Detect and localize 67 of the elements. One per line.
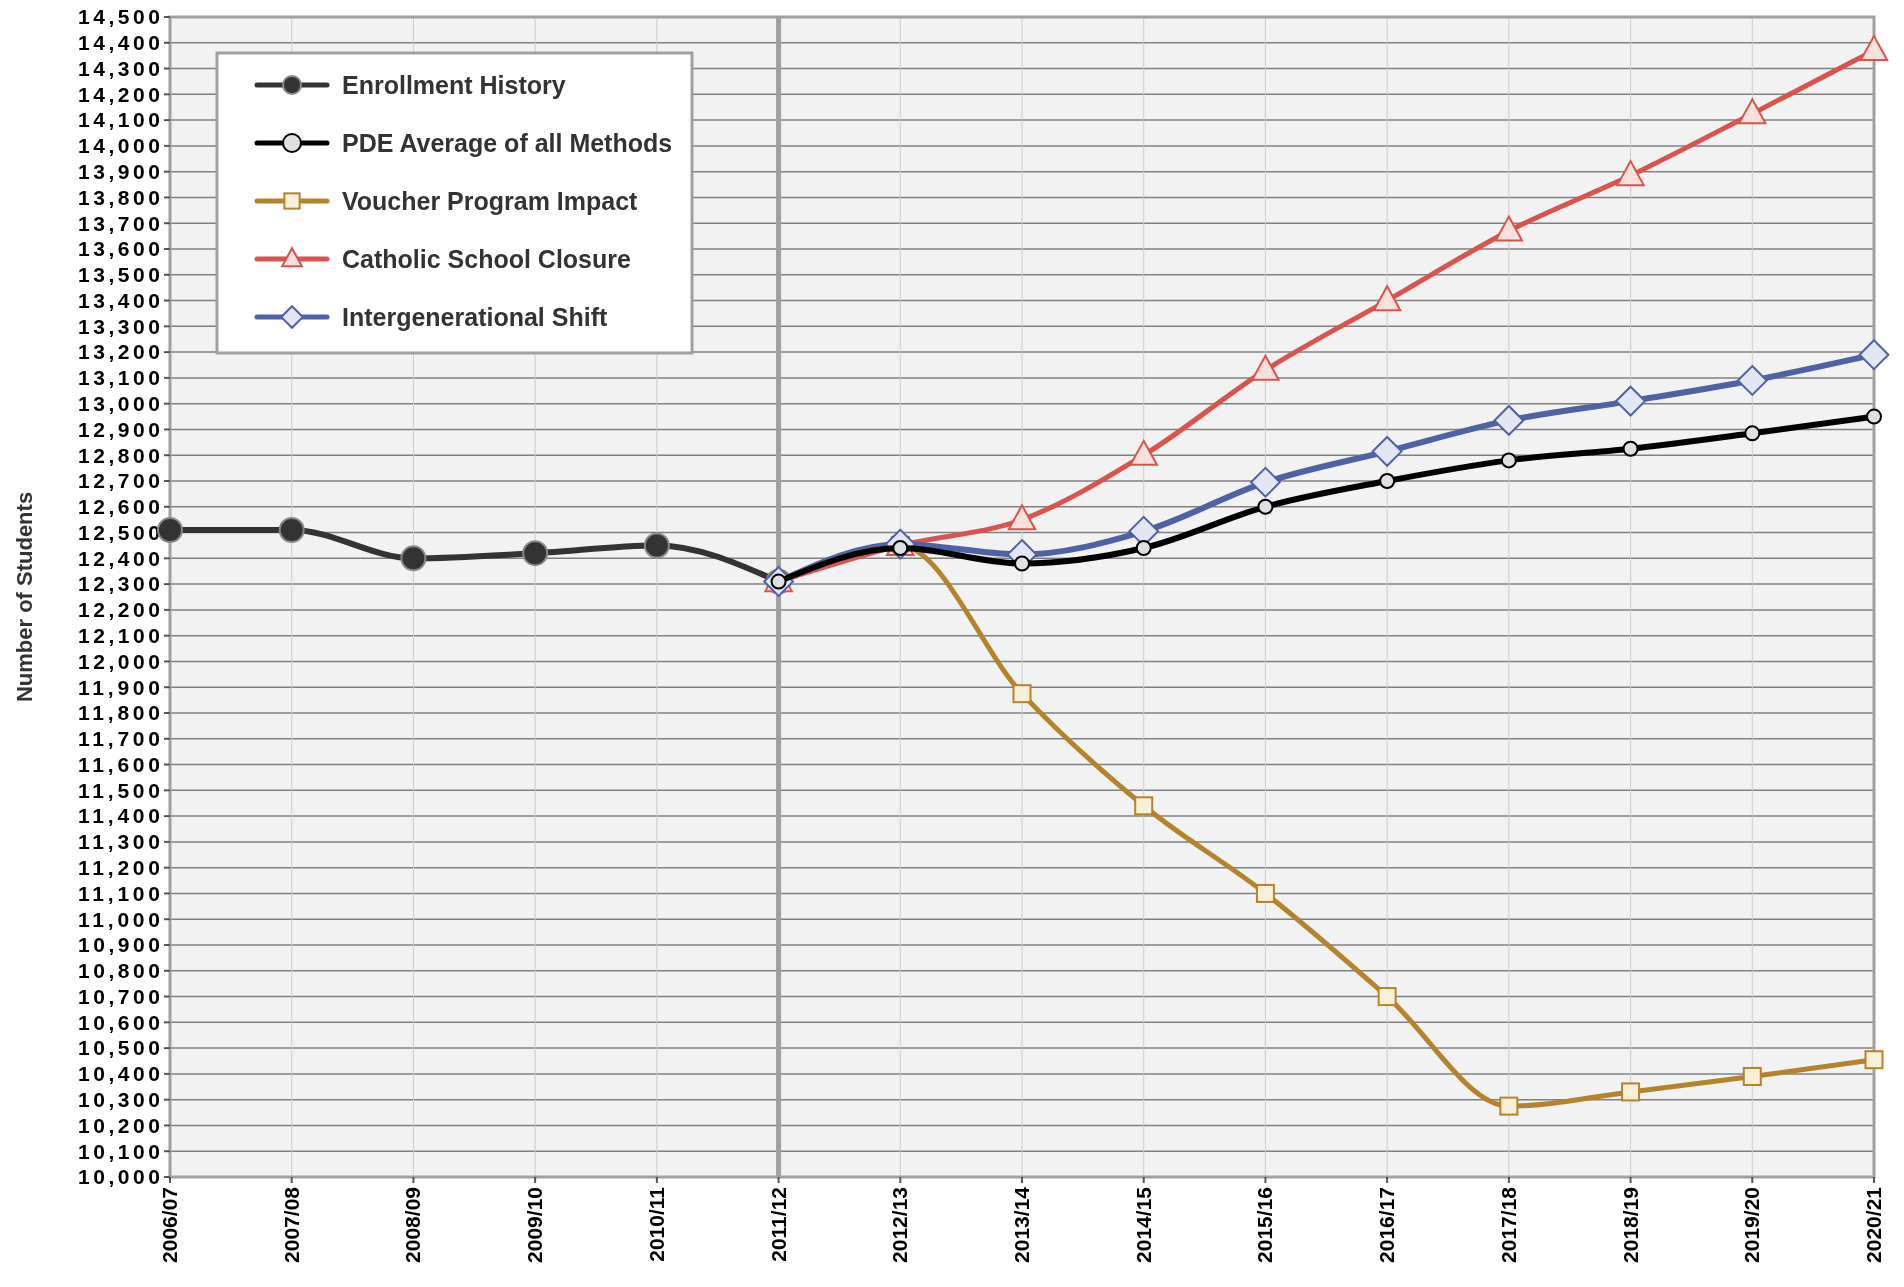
y-tick-label: 14,100 bbox=[78, 108, 160, 132]
x-tick-label: 2016/17 bbox=[1375, 1187, 1399, 1263]
y-tick-label: 12,300 bbox=[78, 572, 160, 596]
y-tick-label: 14,300 bbox=[78, 56, 160, 80]
y-tick-label: 10,500 bbox=[78, 1036, 160, 1060]
y-tick-label: 11,900 bbox=[78, 675, 160, 699]
legend-label: Intergenerational Shift bbox=[342, 302, 608, 331]
x-tick-label: 2015/16 bbox=[1253, 1187, 1277, 1263]
y-tick-label: 11,000 bbox=[78, 907, 160, 931]
x-tick-label: 2008/09 bbox=[401, 1187, 425, 1263]
y-tick-label: 10,100 bbox=[78, 1139, 160, 1163]
y-tick-label: 10,000 bbox=[78, 1165, 160, 1189]
x-tick-label: 2019/20 bbox=[1740, 1187, 1764, 1263]
y-tick-label: 12,400 bbox=[78, 546, 160, 570]
y-tick-label: 12,900 bbox=[78, 417, 160, 441]
x-tick-label: 2018/19 bbox=[1618, 1187, 1642, 1263]
x-tick-label: 2009/10 bbox=[523, 1187, 547, 1263]
y-tick-label: 11,100 bbox=[78, 881, 160, 905]
y-tick-label: 10,700 bbox=[78, 984, 160, 1008]
y-tick-label: 11,200 bbox=[78, 856, 160, 880]
y-tick-label: 13,700 bbox=[78, 211, 160, 235]
y-tick-label: 13,300 bbox=[78, 314, 160, 338]
y-tick-label: 14,500 bbox=[78, 5, 160, 29]
y-tick-label: 10,400 bbox=[78, 1062, 160, 1086]
y-tick-label: 13,100 bbox=[78, 366, 160, 390]
y-tick-label: 12,600 bbox=[78, 495, 160, 519]
y-tick-label: 11,300 bbox=[78, 830, 160, 854]
legend-label: PDE Average of all Methods bbox=[342, 128, 673, 157]
y-axis-title: Number of Students bbox=[12, 491, 37, 703]
y-tick-label: 12,100 bbox=[78, 624, 160, 648]
y-tick-label: 10,900 bbox=[78, 933, 160, 957]
y-tick-label: 12,000 bbox=[78, 649, 160, 673]
x-tick-label: 2012/13 bbox=[888, 1187, 912, 1263]
x-tick-label: 2007/08 bbox=[279, 1186, 303, 1263]
y-tick-label: 12,800 bbox=[78, 443, 160, 467]
y-tick-label: 14,200 bbox=[78, 82, 160, 106]
y-tick-label: 13,500 bbox=[78, 263, 160, 287]
y-tick-label: 14,000 bbox=[78, 134, 160, 158]
y-tick-label: 12,500 bbox=[78, 520, 160, 544]
x-tick-label: 2006/07 bbox=[158, 1187, 181, 1263]
x-tick-label: 2013/14 bbox=[1010, 1186, 1033, 1263]
y-tick-label: 13,600 bbox=[78, 237, 160, 261]
legend-label: Catholic School Closure bbox=[342, 244, 632, 273]
y-tick-label: 12,200 bbox=[78, 598, 160, 622]
x-tick-label: 2020/21 bbox=[1862, 1186, 1885, 1263]
y-tick-label: 10,800 bbox=[78, 959, 160, 983]
y-tick-label: 13,800 bbox=[78, 185, 160, 209]
y-tick-label: 11,600 bbox=[78, 752, 160, 776]
legend-label: Enrollment History bbox=[342, 70, 566, 99]
x-tick-label: 2011/12 bbox=[766, 1187, 790, 1262]
y-tick-label: 13,900 bbox=[78, 160, 160, 184]
y-tick-label: 11,800 bbox=[78, 701, 160, 725]
x-tick-label: 2017/18 bbox=[1496, 1186, 1520, 1263]
y-tick-label: 12,700 bbox=[78, 469, 160, 493]
y-tick-label: 14,400 bbox=[78, 31, 160, 55]
x-tick-label: 2010/11 bbox=[644, 1186, 668, 1262]
y-tick-label: 13,200 bbox=[78, 340, 160, 364]
y-tick-label: 11,700 bbox=[78, 727, 160, 751]
y-tick-label: 11,500 bbox=[78, 778, 160, 802]
y-tick-label: 10,300 bbox=[78, 1088, 160, 1112]
y-tick-label: 11,400 bbox=[78, 804, 160, 828]
y-tick-label: 10,200 bbox=[78, 1113, 160, 1137]
x-tick-label: 2014/15 bbox=[1131, 1186, 1155, 1263]
legend-label: Voucher Program Impact bbox=[342, 186, 639, 215]
y-tick-label: 13,000 bbox=[78, 392, 160, 416]
y-tick-label: 13,400 bbox=[78, 288, 160, 312]
y-tick-label: 10,600 bbox=[78, 1010, 160, 1034]
